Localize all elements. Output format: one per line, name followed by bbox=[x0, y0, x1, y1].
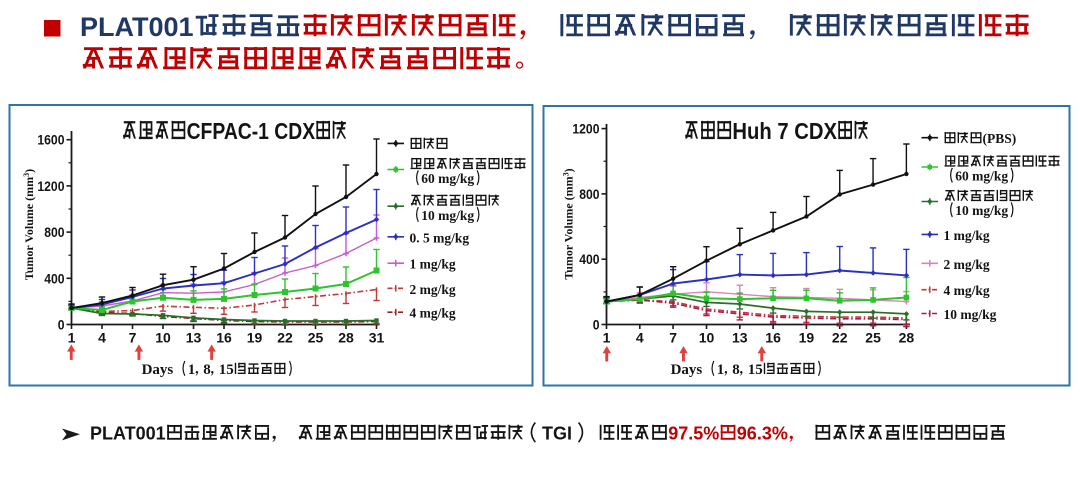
svg-text:25: 25 bbox=[865, 330, 881, 346]
svg-text:0: 0 bbox=[593, 317, 600, 333]
svg-text:1200: 1200 bbox=[37, 178, 64, 194]
svg-text:7: 7 bbox=[669, 330, 677, 346]
svg-text:1 mg/kg: 1 mg/kg bbox=[410, 257, 456, 272]
svg-text:1: 1 bbox=[68, 330, 76, 346]
svg-text:0. 5 mg/kg: 0. 5 mg/kg bbox=[410, 230, 470, 245]
svg-text:PLAT001: PLAT001 bbox=[90, 424, 166, 444]
svg-text:96.3%: 96.3% bbox=[737, 424, 788, 444]
svg-text:60 mg/kg: 60 mg/kg bbox=[955, 169, 1008, 184]
svg-text:7: 7 bbox=[129, 330, 137, 346]
svg-text:CFPAC-1 CDX: CFPAC-1 CDX bbox=[187, 118, 316, 144]
svg-text:60 mg/kg: 60 mg/kg bbox=[421, 171, 474, 186]
svg-text:Huh 7 CDX: Huh 7 CDX bbox=[732, 118, 837, 144]
svg-text:Tumor Volume (mm3): Tumor Volume (mm3) bbox=[562, 168, 576, 279]
svg-text:4: 4 bbox=[636, 330, 644, 346]
svg-text:1200: 1200 bbox=[572, 121, 599, 137]
svg-text:8: 8 bbox=[732, 362, 740, 378]
svg-text:10 mg/kg: 10 mg/kg bbox=[421, 208, 474, 223]
svg-text:10: 10 bbox=[699, 330, 715, 346]
svg-text:Tumor Volume (mm3): Tumor Volume (mm3) bbox=[22, 169, 36, 280]
svg-text:31: 31 bbox=[369, 330, 385, 346]
svg-text:28: 28 bbox=[899, 330, 915, 346]
svg-text:Days: Days bbox=[142, 362, 174, 378]
svg-text:15: 15 bbox=[219, 362, 234, 378]
svg-text:0: 0 bbox=[58, 317, 65, 333]
svg-text:19: 19 bbox=[799, 330, 815, 346]
svg-text:400: 400 bbox=[44, 270, 64, 286]
svg-text:22: 22 bbox=[832, 330, 848, 346]
svg-text:97.5%: 97.5% bbox=[668, 424, 719, 444]
svg-text:13: 13 bbox=[186, 330, 202, 346]
svg-text:4 mg/kg: 4 mg/kg bbox=[944, 283, 990, 298]
svg-text:1: 1 bbox=[717, 362, 725, 378]
svg-text:8: 8 bbox=[203, 362, 211, 378]
svg-text:25: 25 bbox=[308, 330, 324, 346]
svg-text:4 mg/kg: 4 mg/kg bbox=[410, 306, 456, 321]
svg-text:10: 10 bbox=[155, 330, 171, 346]
svg-text:400: 400 bbox=[579, 251, 599, 267]
svg-text:10 mg/kg: 10 mg/kg bbox=[955, 203, 1008, 218]
svg-text:13: 13 bbox=[732, 330, 748, 346]
svg-text:2 mg/kg: 2 mg/kg bbox=[944, 257, 990, 272]
svg-text:PLAT001: PLAT001 bbox=[80, 12, 194, 42]
svg-text:1600: 1600 bbox=[37, 132, 64, 148]
svg-text:800: 800 bbox=[579, 186, 599, 202]
svg-text:800: 800 bbox=[44, 224, 64, 240]
svg-text:10 mg/kg: 10 mg/kg bbox=[944, 307, 997, 322]
svg-text:16: 16 bbox=[216, 330, 232, 346]
svg-text:TGI: TGI bbox=[542, 424, 572, 444]
svg-text:1 mg/kg: 1 mg/kg bbox=[944, 228, 990, 243]
svg-text:Days: Days bbox=[671, 362, 703, 378]
svg-text:16: 16 bbox=[765, 330, 781, 346]
svg-text:19: 19 bbox=[247, 330, 263, 346]
svg-text:4: 4 bbox=[98, 330, 106, 346]
svg-text:2 mg/kg: 2 mg/kg bbox=[410, 282, 456, 297]
svg-text:(PBS): (PBS) bbox=[983, 131, 1017, 146]
svg-text:15: 15 bbox=[748, 362, 763, 378]
svg-text:22: 22 bbox=[277, 330, 293, 346]
svg-text:1: 1 bbox=[603, 330, 611, 346]
svg-text:1: 1 bbox=[188, 362, 196, 378]
svg-text:28: 28 bbox=[338, 330, 354, 346]
